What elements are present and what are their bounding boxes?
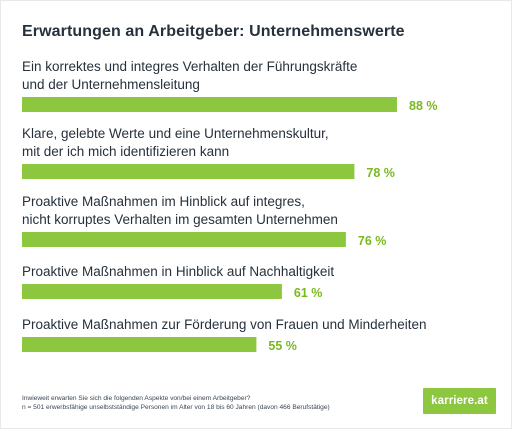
bar [22,164,355,179]
chart-title: Erwartungen an Arbeitgeber: Unternehmens… [22,23,405,40]
footnote-question: Inwieweit erwarten Sie sich die folgende… [22,395,251,402]
value-label: 78 % [366,166,395,180]
bar-group-2: Klare, gelebte Werte und eine Unternehme… [22,126,395,180]
bar [22,97,397,112]
category-label: Proaktive Maßnahmen in Hinblick auf Nach… [22,264,334,279]
bar-group-4: Proaktive Maßnahmen in Hinblick auf Nach… [22,264,334,300]
category-label: und der Unternehmensleitung [22,77,200,92]
category-label: Proaktive Maßnahmen im Hinblick auf inte… [22,194,305,209]
category-label: Proaktive Maßnahmen zur Förderung von Fr… [22,317,426,332]
bar [22,284,282,299]
bar-group-3: Proaktive Maßnahmen im Hinblick auf inte… [22,194,386,248]
value-label: 55 % [268,339,297,353]
category-label: Ein korrektes und integres Verhalten der… [22,59,357,74]
bar-group-5: Proaktive Maßnahmen zur Förderung von Fr… [22,317,426,353]
value-label: 88 % [409,99,438,113]
bar [22,232,346,247]
value-label: 61 % [294,286,323,300]
category-label: nicht korruptes Verhalten im gesamten Un… [22,212,338,227]
value-label: 76 % [358,234,387,248]
category-label: mit der ich mich identifizieren kann [22,144,229,159]
bar [22,337,257,352]
category-label: Klare, gelebte Werte und eine Unternehme… [22,126,329,141]
footnote-sample: n = 501 erwerbsfähige unselbstständige P… [22,404,330,411]
bar-group-1: Ein korrektes und integres Verhalten der… [22,59,438,113]
karriere-logo: karriere.at [423,388,496,414]
